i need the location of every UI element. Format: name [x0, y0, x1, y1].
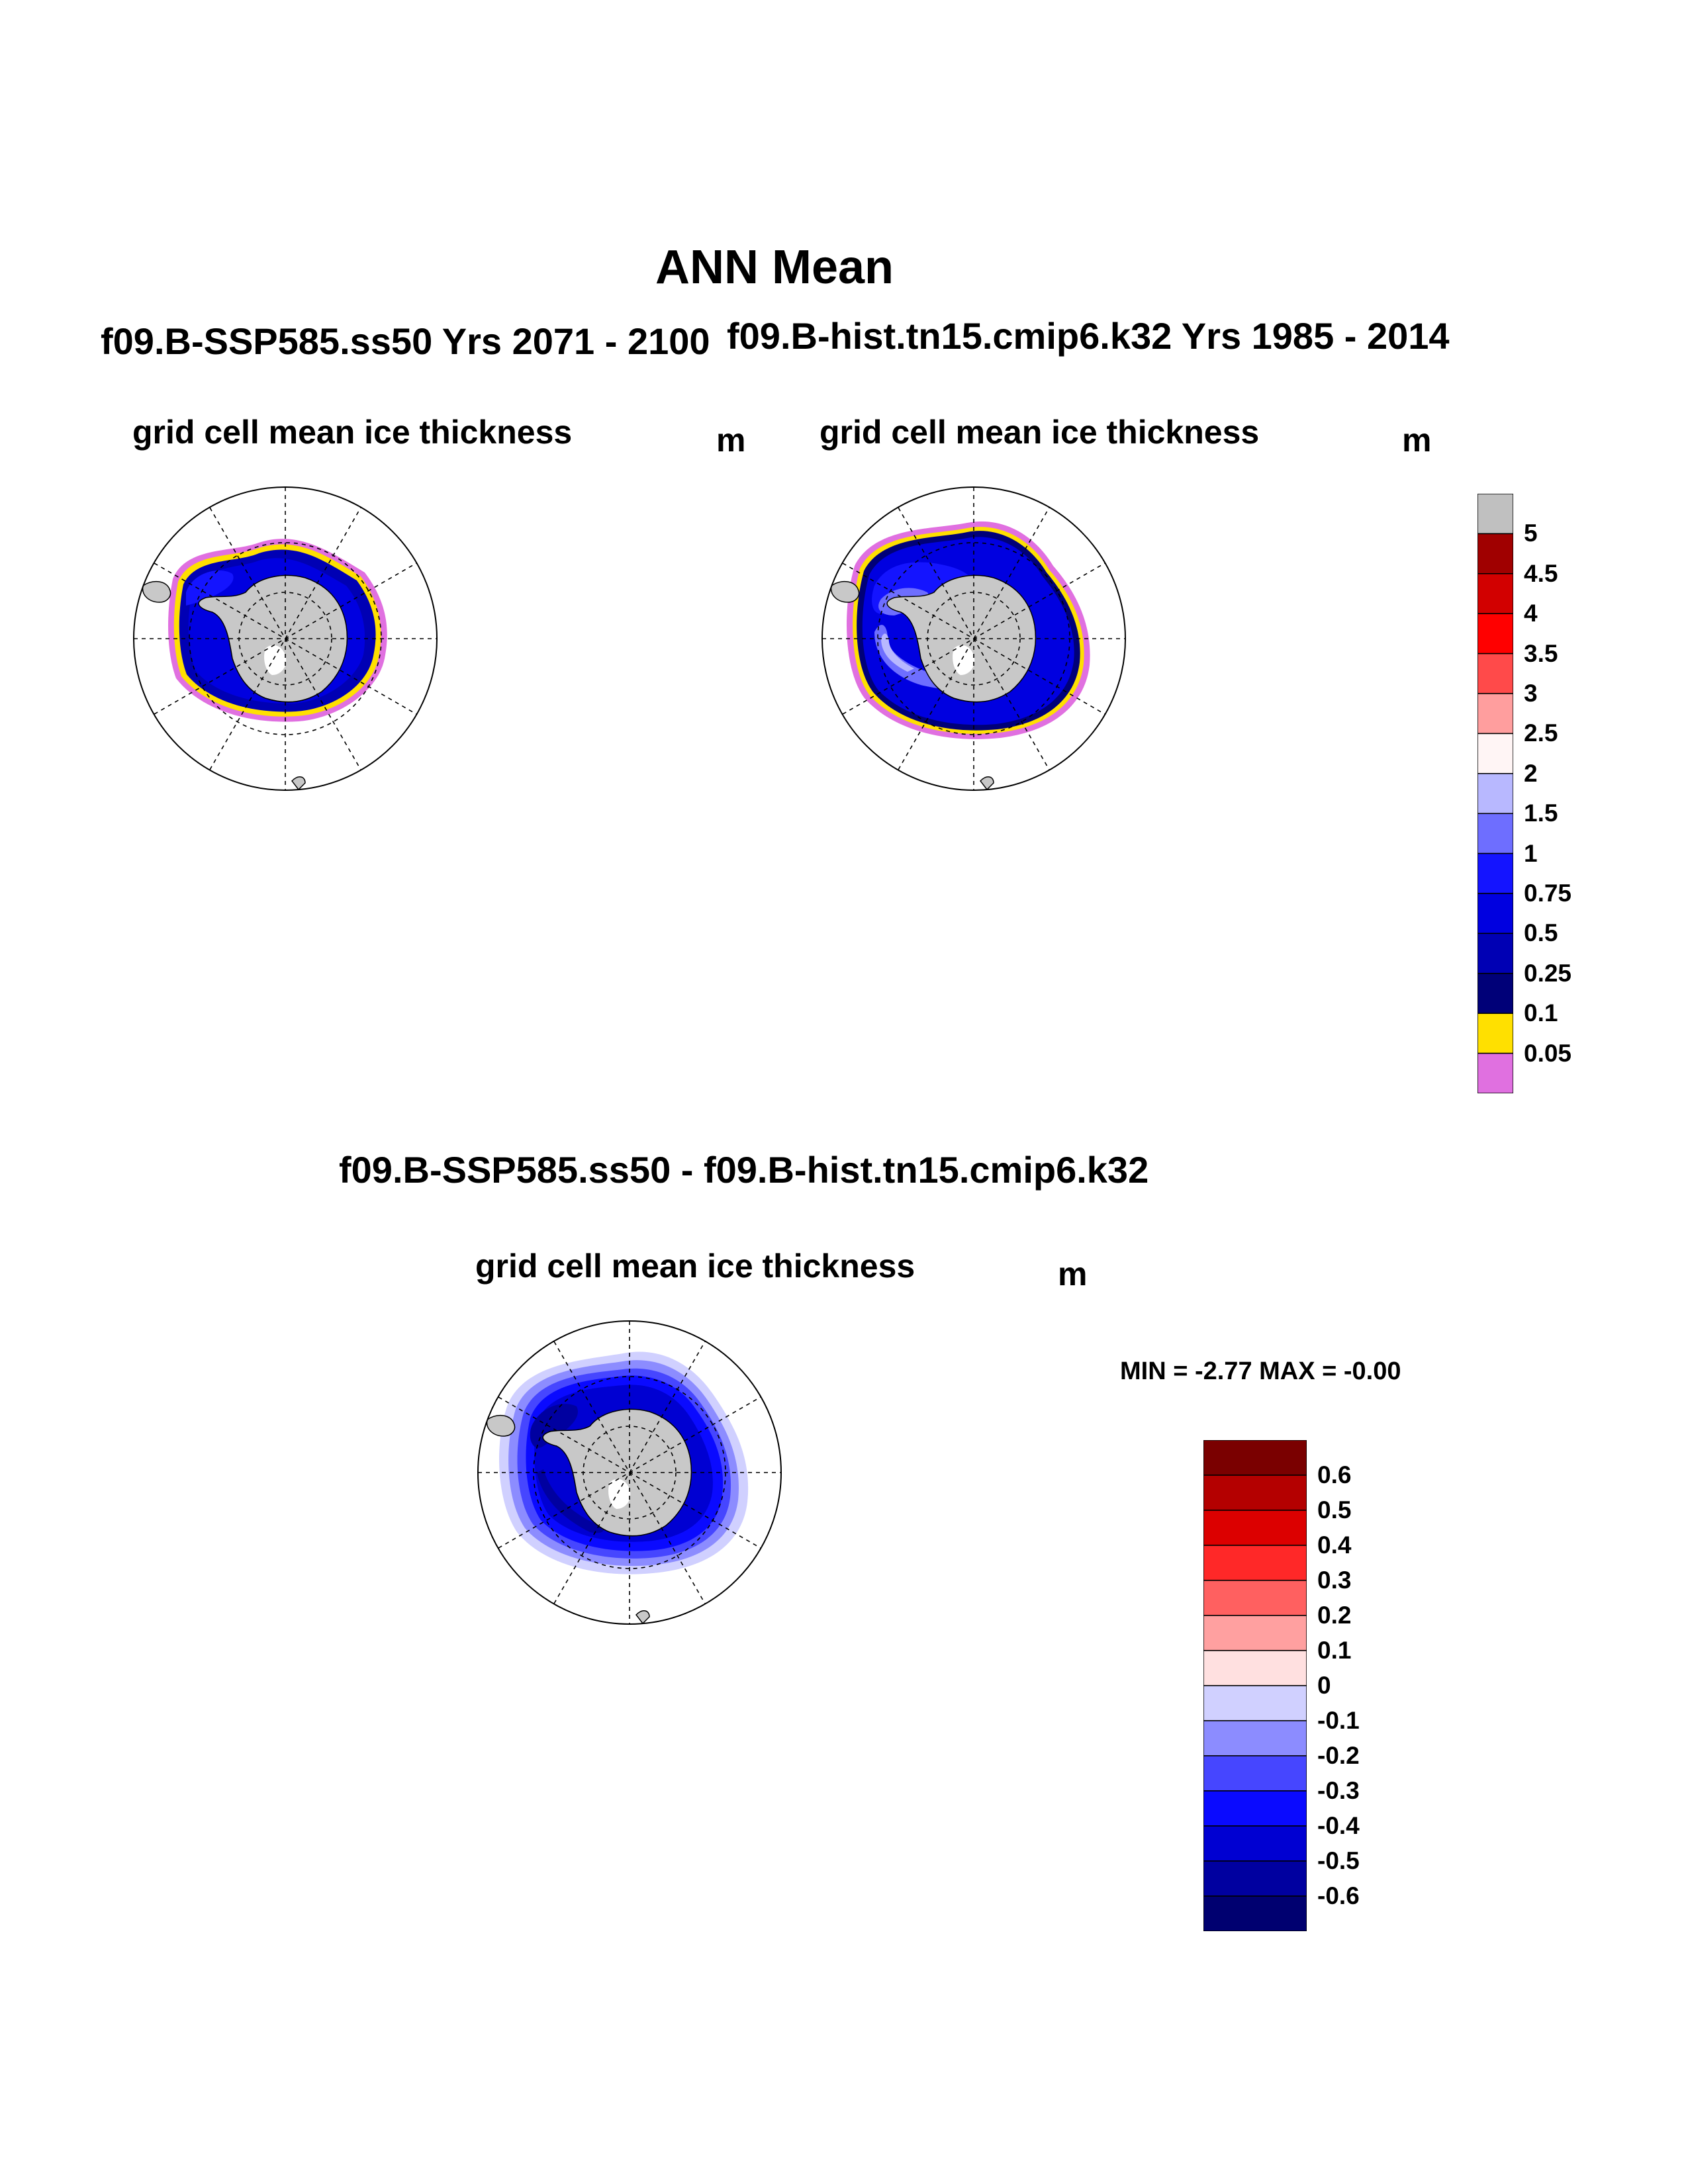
panel-historical-variable-title: grid cell mean ice thickness: [820, 414, 1260, 451]
colorbar-thickness-label: 2: [1524, 759, 1538, 787]
colorbar-thickness-swatch: [1477, 533, 1513, 574]
colorbar-thickness-swatch: [1477, 613, 1513, 655]
colorbar-thickness-swatch: [1477, 1052, 1513, 1093]
panel-difference-units: m: [1058, 1255, 1088, 1293]
panel-historical-units: m: [1402, 422, 1432, 459]
panel-future-run-title: f09.B-SSP585.ss50 Yrs 2071 - 2100: [101, 320, 710, 362]
colorbar-difference-swatch: [1203, 1755, 1307, 1792]
antarctica-land: [542, 1408, 692, 1537]
colorbar-difference-label: 0.2: [1317, 1602, 1352, 1629]
colorbar-thickness-swatch: [1477, 813, 1513, 854]
colorbar-difference-label: -0.5: [1317, 1847, 1360, 1874]
colorbar-thickness-swatch: [1477, 573, 1513, 614]
colorbar-difference-swatch: [1203, 1440, 1307, 1476]
panel-historical-run-title: f09.B-hist.tn15.cmip6.k32 Yrs 1985 - 201…: [727, 315, 1450, 357]
colorbar-difference-swatch: [1203, 1685, 1307, 1721]
colorbar-thickness-swatch: [1477, 852, 1513, 894]
colorbar-thickness-label: 3.5: [1524, 639, 1558, 667]
colorbar-thickness-label: 0.05: [1524, 1039, 1572, 1067]
colorbar-thickness: 5 4.5 4 3.5 3 2.5 2 1.5 1 0.75 0.5 0.25 0.1 0.05: [1477, 494, 1571, 1093]
colorbar-difference-swatch: [1203, 1475, 1307, 1511]
colorbar-difference-label: -0.2: [1317, 1742, 1360, 1769]
colorbar-difference-label: -0.4: [1317, 1812, 1360, 1839]
colorbar-thickness-label: 4: [1524, 600, 1538, 627]
colorbar-thickness-label: 1: [1524, 839, 1538, 867]
colorbar-difference-swatch: [1203, 1580, 1307, 1616]
colorbar-thickness-label: 3: [1524, 680, 1538, 707]
map-difference: [477, 1320, 782, 1625]
panel-future-variable-title: grid cell mean ice thickness: [132, 414, 573, 451]
colorbar-thickness-swatch: [1477, 494, 1513, 535]
colorbar-thickness-swatch: [1477, 693, 1513, 735]
south-america-land: [142, 581, 171, 603]
colorbar-difference: 0.6 0.5 0.4 0.3 0.2 0.1 0 -0.1 -0.2 -0.3 -0.4 -0.5 -…: [1203, 1440, 1360, 1931]
colorbar-difference-swatch: [1203, 1650, 1307, 1686]
colorbar-difference-label: 0.5: [1317, 1496, 1352, 1524]
colorbar-thickness-swatch: [1477, 733, 1513, 774]
colorbar-thickness-swatch: [1477, 933, 1513, 974]
colorbar-difference-label: 0: [1317, 1672, 1331, 1699]
colorbar-thickness-label: 1.5: [1524, 799, 1558, 827]
antarctica-land: [886, 574, 1037, 703]
figure-title: ANN Mean: [655, 241, 894, 294]
colorbar-difference-label: 0.4: [1317, 1531, 1352, 1559]
colorbar-thickness-label: 0.75: [1524, 880, 1572, 907]
colorbar-thickness-label: 0.1: [1524, 999, 1558, 1027]
panel-difference-min-max: MIN = -2.77 MAX = -0.00: [1120, 1357, 1401, 1385]
colorbar-thickness-label: 5: [1524, 520, 1538, 547]
colorbar-difference-label: -0.1: [1317, 1707, 1360, 1734]
colorbar-thickness-label: 0.25: [1524, 959, 1572, 987]
colorbar-thickness-swatch: [1477, 653, 1513, 694]
map-future: [133, 486, 438, 791]
colorbar-difference-swatch: [1203, 1860, 1307, 1897]
panel-difference-variable-title: grid cell mean ice thickness: [475, 1248, 915, 1285]
colorbar-difference-label: 0.3: [1317, 1567, 1352, 1594]
colorbar-difference-label: -0.6: [1317, 1882, 1360, 1909]
colorbar-difference-label: -0.3: [1317, 1777, 1360, 1804]
colorbar-difference-swatch: [1203, 1510, 1307, 1546]
colorbar-thickness-label: 4.5: [1524, 559, 1558, 587]
colorbar-difference-swatch: [1203, 1895, 1307, 1931]
map-historical: [821, 486, 1126, 791]
colorbar-difference-swatch: [1203, 1790, 1307, 1827]
antarctica-land: [198, 574, 348, 703]
colorbar-thickness-swatch: [1477, 893, 1513, 934]
colorbar-thickness-swatch: [1477, 973, 1513, 1014]
panel-difference-run-title: f09.B-SSP585.ss50 - f09.B-hist.tn15.cmip…: [339, 1149, 1149, 1191]
colorbar-difference-label: 0.6: [1317, 1461, 1352, 1488]
panel-future-units: m: [716, 422, 746, 459]
south-america-land: [830, 581, 860, 603]
colorbar-difference-swatch: [1203, 1720, 1307, 1756]
colorbar-thickness-label: 0.5: [1524, 919, 1558, 947]
colorbar-difference-label: 0.1: [1317, 1637, 1352, 1664]
colorbar-thickness-swatch: [1477, 773, 1513, 814]
colorbar-difference-swatch: [1203, 1545, 1307, 1581]
colorbar-difference-swatch: [1203, 1615, 1307, 1651]
south-america-land: [486, 1415, 516, 1437]
colorbar-difference-swatch: [1203, 1825, 1307, 1862]
colorbar-thickness-swatch: [1477, 1013, 1513, 1054]
colorbar-thickness-label: 2.5: [1524, 719, 1558, 747]
